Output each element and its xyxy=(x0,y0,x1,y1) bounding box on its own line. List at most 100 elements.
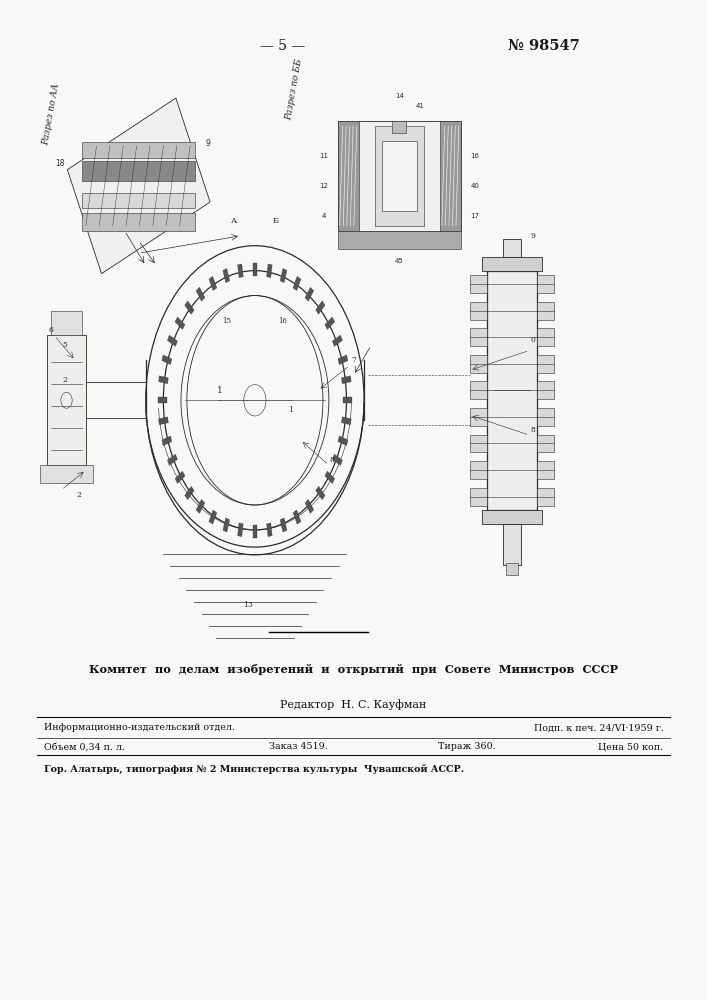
Polygon shape xyxy=(332,335,342,346)
Bar xyxy=(51,311,83,335)
Bar xyxy=(481,510,542,524)
Text: 1: 1 xyxy=(217,386,223,395)
Text: 2: 2 xyxy=(76,491,81,499)
Bar xyxy=(469,461,487,479)
Bar xyxy=(537,328,554,346)
Bar xyxy=(469,435,487,452)
Bar xyxy=(506,563,518,575)
Bar xyxy=(83,161,195,181)
Polygon shape xyxy=(280,518,287,532)
Text: 17: 17 xyxy=(470,213,479,219)
Bar xyxy=(47,335,86,465)
Polygon shape xyxy=(223,518,230,532)
Text: 0: 0 xyxy=(531,336,535,344)
Bar xyxy=(469,275,487,293)
Text: Информационно-издательский отдел.: Информационно-издательский отдел. xyxy=(44,723,235,732)
Bar xyxy=(469,355,487,373)
Polygon shape xyxy=(185,486,194,500)
Bar xyxy=(375,126,424,226)
Polygon shape xyxy=(325,471,334,484)
Bar xyxy=(487,271,537,510)
Text: Разрез по АА: Разрез по АА xyxy=(41,83,61,146)
Text: Гор. Алатырь, типография № 2 Министерства культуры  Чувашской АССР.: Гор. Алатырь, типография № 2 Министерств… xyxy=(44,764,464,774)
Text: 4: 4 xyxy=(322,213,326,219)
Polygon shape xyxy=(267,264,272,278)
Text: 12: 12 xyxy=(319,183,328,189)
Polygon shape xyxy=(209,510,217,524)
Text: Комитет  по  делам  изобретений  и  открытий  при  Совете  Министров  СССР: Комитет по делам изобретений и открытий … xyxy=(89,664,618,675)
Polygon shape xyxy=(253,263,257,276)
Bar xyxy=(469,488,487,506)
Polygon shape xyxy=(338,355,348,365)
Text: Цена 50 коп.: Цена 50 коп. xyxy=(598,742,663,751)
Text: 41: 41 xyxy=(416,103,425,109)
Text: Объем 0,34 п. л.: Объем 0,34 п. л. xyxy=(44,742,124,751)
Polygon shape xyxy=(341,376,351,384)
Bar xyxy=(537,302,554,320)
Text: Подп. к печ. 24/VI·1959 г.: Подп. к печ. 24/VI·1959 г. xyxy=(534,723,663,732)
Bar xyxy=(469,408,487,426)
Bar xyxy=(338,121,358,231)
Polygon shape xyxy=(209,276,217,291)
Text: № 98547: № 98547 xyxy=(508,39,580,53)
Bar xyxy=(67,98,210,274)
Polygon shape xyxy=(305,287,314,301)
Polygon shape xyxy=(267,523,272,537)
Text: 40: 40 xyxy=(471,183,479,189)
Text: Заказ 4519.: Заказ 4519. xyxy=(269,742,328,751)
Polygon shape xyxy=(238,264,243,278)
Polygon shape xyxy=(280,269,287,283)
Text: 7: 7 xyxy=(351,356,356,364)
Bar xyxy=(382,141,417,211)
Text: 8: 8 xyxy=(330,456,335,464)
Polygon shape xyxy=(325,317,334,329)
Polygon shape xyxy=(223,269,230,283)
Polygon shape xyxy=(158,376,168,384)
Text: 2: 2 xyxy=(62,376,67,384)
Text: Разрез по ББ: Разрез по ББ xyxy=(284,58,303,121)
Text: — 5 —: — 5 — xyxy=(260,39,305,53)
Polygon shape xyxy=(185,301,194,314)
Bar xyxy=(537,275,554,293)
Bar xyxy=(338,121,461,231)
Polygon shape xyxy=(175,471,185,484)
Bar xyxy=(537,461,554,479)
Bar xyxy=(503,524,521,565)
Polygon shape xyxy=(315,301,325,314)
Polygon shape xyxy=(158,397,167,403)
Bar xyxy=(469,328,487,346)
Bar xyxy=(83,193,195,208)
Polygon shape xyxy=(238,523,243,537)
Polygon shape xyxy=(175,317,185,329)
Polygon shape xyxy=(162,355,172,365)
Polygon shape xyxy=(305,499,314,513)
Bar xyxy=(83,142,195,158)
Text: 45: 45 xyxy=(395,258,404,264)
Polygon shape xyxy=(332,454,342,465)
Text: 11: 11 xyxy=(319,153,328,159)
Bar xyxy=(503,239,521,257)
Text: 1: 1 xyxy=(288,406,293,414)
Text: 5: 5 xyxy=(62,341,67,349)
Text: 8: 8 xyxy=(531,426,535,434)
Bar xyxy=(469,302,487,320)
Bar xyxy=(537,408,554,426)
Bar xyxy=(392,121,407,133)
Text: 9: 9 xyxy=(206,139,211,148)
Bar xyxy=(537,355,554,373)
Bar xyxy=(440,121,461,231)
Bar xyxy=(537,435,554,452)
Text: 16: 16 xyxy=(279,317,288,325)
Polygon shape xyxy=(293,510,301,524)
Bar xyxy=(481,257,542,271)
Polygon shape xyxy=(196,499,205,513)
Text: 6: 6 xyxy=(48,326,53,334)
Text: Редактор  Н. С. Кауфман: Редактор Н. С. Кауфман xyxy=(280,699,427,710)
Polygon shape xyxy=(158,417,168,425)
Bar xyxy=(338,231,461,249)
Bar xyxy=(83,213,195,231)
Text: Тираж 360.: Тираж 360. xyxy=(438,742,496,751)
Text: 18: 18 xyxy=(55,159,65,168)
Polygon shape xyxy=(341,417,351,425)
Bar xyxy=(537,381,554,399)
